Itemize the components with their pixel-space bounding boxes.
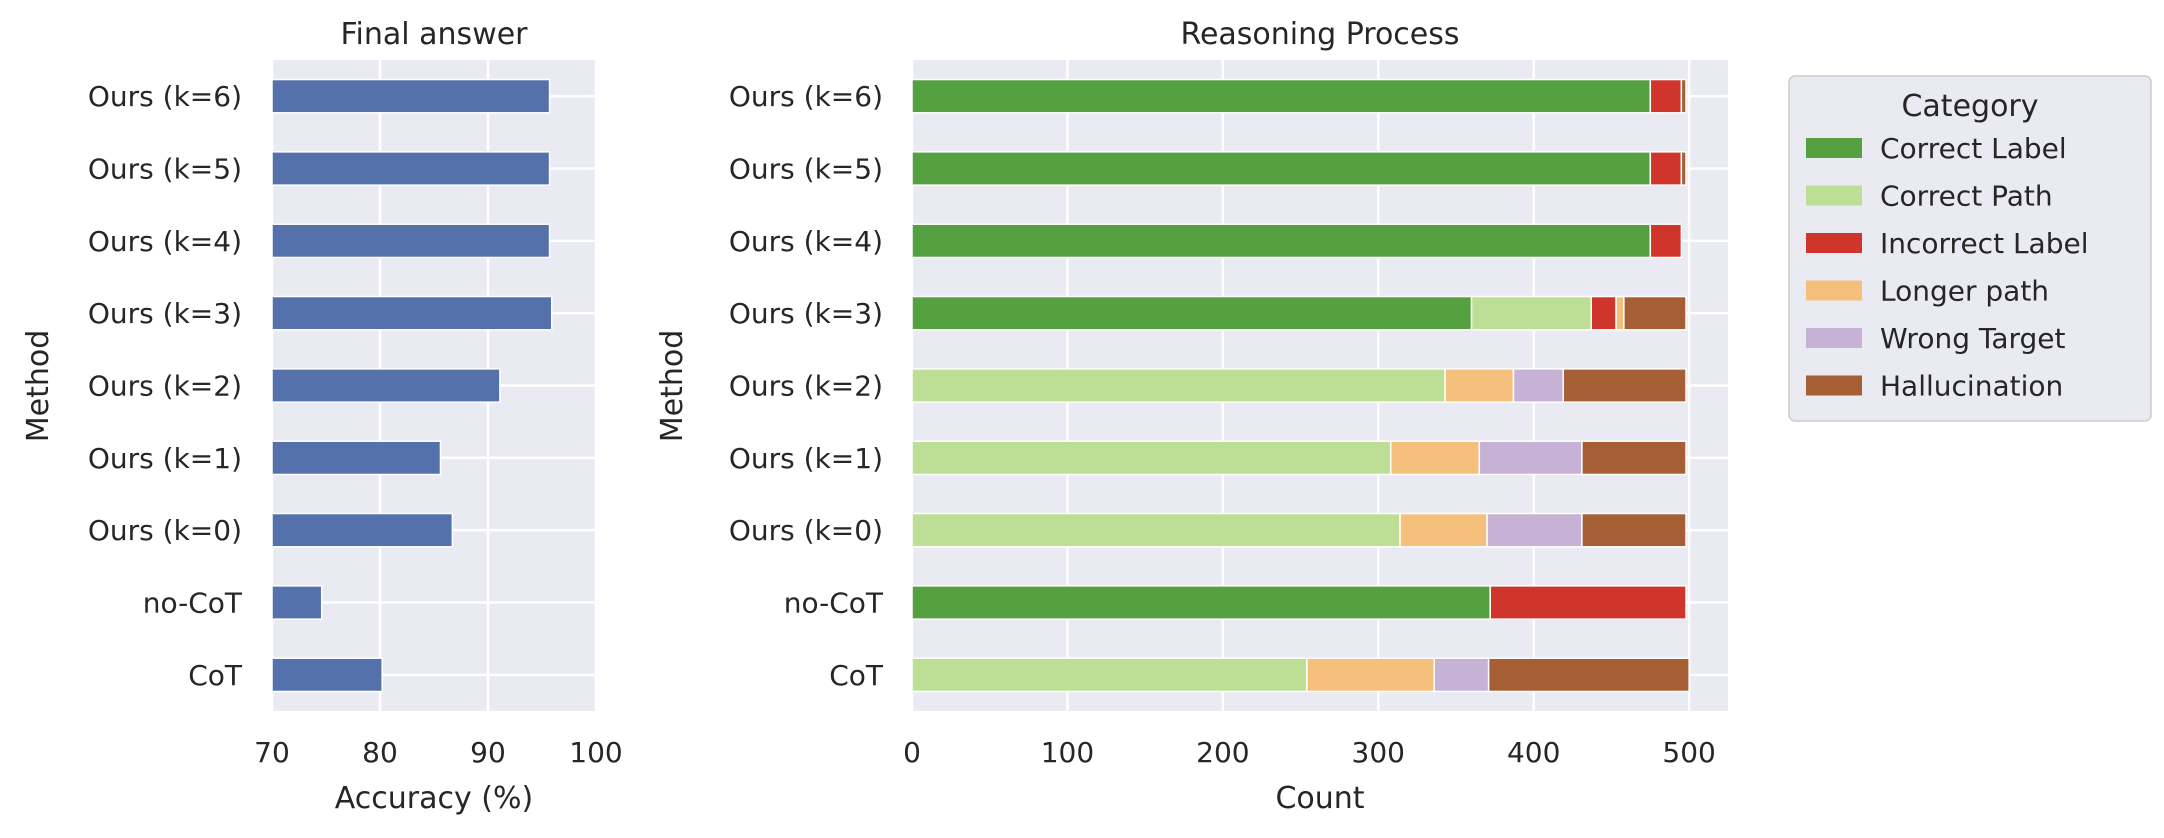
accuracy-bar bbox=[271, 440, 442, 476]
stacked-segment-correct-label bbox=[911, 223, 1652, 259]
stacked-segment-longer-path bbox=[1444, 368, 1515, 403]
legend-swatch bbox=[1806, 138, 1862, 158]
right-chart-title: Reasoning Process bbox=[1180, 17, 1459, 52]
stacked-segment-longer-path bbox=[1389, 440, 1481, 476]
y-tick-label: Ours (k=4) bbox=[88, 225, 242, 258]
legend: Category Correct Label Correct Path Incorr… bbox=[1788, 75, 2152, 422]
accuracy-bar bbox=[271, 585, 323, 620]
y-tick-label: no-CoT bbox=[143, 587, 243, 620]
stacked-segment-incorrect-label bbox=[1489, 585, 1687, 620]
stacked-segment-hallucination bbox=[1562, 368, 1687, 403]
stacked-segment-hallucination bbox=[1680, 151, 1687, 186]
y-tick-label: Ours (k=4) bbox=[729, 225, 883, 258]
left-chart-title: Final answer bbox=[340, 17, 528, 52]
legend-label: Hallucination bbox=[1880, 370, 2063, 403]
accuracy-bar bbox=[271, 295, 553, 331]
y-tick-label: Ours (k=0) bbox=[88, 514, 242, 547]
stacked-segment-correct-path bbox=[911, 368, 1446, 403]
accuracy-bar bbox=[271, 368, 501, 403]
y-tick-label: Ours (k=5) bbox=[88, 153, 242, 186]
stacked-segment-incorrect-label bbox=[1649, 151, 1683, 186]
legend-label: Correct Path bbox=[1880, 180, 2053, 213]
stacked-segment-wrong-target bbox=[1433, 657, 1490, 693]
stacked-segment-correct-label bbox=[911, 151, 1652, 186]
y-tick-label: Ours (k=1) bbox=[729, 442, 883, 475]
stacked-segment-wrong-target bbox=[1512, 368, 1564, 403]
y-tick-label: Ours (k=0) bbox=[729, 514, 883, 547]
stacked-segment-correct-path bbox=[911, 512, 1401, 548]
x-tick-label: 80 bbox=[362, 736, 398, 769]
stacked-segment-hallucination bbox=[1623, 295, 1687, 331]
left-y-axis-label: Method bbox=[21, 330, 56, 443]
stacked-segment-hallucination bbox=[1680, 78, 1687, 114]
legend-swatch bbox=[1806, 233, 1862, 253]
x-tick-label: 500 bbox=[1662, 736, 1715, 769]
stacked-segment-longer-path bbox=[1399, 512, 1488, 548]
legend-swatch bbox=[1806, 328, 1862, 348]
y-tick-label: Ours (k=1) bbox=[88, 442, 242, 475]
stacked-segment-longer-path bbox=[1306, 657, 1435, 693]
y-tick-label: Ours (k=5) bbox=[729, 153, 883, 186]
x-tick-label: 90 bbox=[470, 736, 506, 769]
right-x-axis-label: Count bbox=[1275, 781, 1364, 816]
x-tick-label: 100 bbox=[569, 736, 622, 769]
legend-box bbox=[1788, 75, 2152, 422]
stacked-segment-correct-label bbox=[911, 585, 1491, 620]
x-tick-label: 70 bbox=[254, 736, 290, 769]
stacked-segment-wrong-target bbox=[1486, 512, 1583, 548]
accuracy-bar bbox=[271, 223, 551, 259]
final-answer-chart: Final answer Accuracy (%) Method 70 80 90 1… bbox=[21, 17, 623, 816]
stacked-segment-incorrect-label bbox=[1649, 78, 1683, 114]
stacked-segment-correct-label bbox=[911, 295, 1473, 331]
x-tick-label: 300 bbox=[1352, 736, 1405, 769]
stacked-segment-incorrect-label bbox=[1649, 223, 1683, 259]
stacked-segment-correct-path bbox=[911, 440, 1392, 476]
legend-swatch bbox=[1806, 280, 1862, 301]
y-tick-label: no-CoT bbox=[784, 587, 884, 620]
y-tick-label: Ours (k=6) bbox=[729, 80, 883, 113]
stacked-segment-correct-label bbox=[911, 78, 1652, 114]
y-tick-label: CoT bbox=[188, 659, 243, 692]
accuracy-bar bbox=[271, 512, 454, 548]
stacked-segment-correct-path bbox=[911, 657, 1308, 693]
legend-label: Incorrect Label bbox=[1880, 227, 2088, 260]
accuracy-bar bbox=[271, 78, 551, 114]
left-x-axis-label: Accuracy (%) bbox=[335, 781, 533, 816]
stacked-segment-hallucination bbox=[1581, 440, 1687, 476]
y-tick-label: CoT bbox=[829, 659, 884, 692]
stacked-segment-hallucination bbox=[1487, 657, 1690, 693]
x-tick-label: 100 bbox=[1041, 736, 1094, 769]
legend-title: Category bbox=[1901, 89, 2038, 124]
x-tick-label: 200 bbox=[1196, 736, 1249, 769]
reasoning-process-chart: Reasoning Process Count Method 0 100 200 30… bbox=[655, 17, 1728, 816]
stacked-segment-wrong-target bbox=[1478, 440, 1583, 476]
legend-label: Longer path bbox=[1880, 275, 2049, 308]
stacked-segment-correct-path bbox=[1470, 295, 1592, 331]
accuracy-bar bbox=[271, 657, 383, 693]
y-tick-label: Ours (k=3) bbox=[729, 297, 883, 330]
legend-label: Correct Label bbox=[1880, 132, 2067, 165]
stacked-segment-incorrect-label bbox=[1590, 295, 1617, 331]
y-tick-label: Ours (k=3) bbox=[88, 297, 242, 330]
y-tick-label: Ours (k=6) bbox=[88, 80, 242, 113]
legend-label: Wrong Target bbox=[1880, 322, 2066, 355]
legend-swatch bbox=[1806, 185, 1862, 206]
x-tick-label: 400 bbox=[1507, 736, 1560, 769]
x-tick-label: 0 bbox=[903, 736, 921, 769]
stacked-segment-longer-path bbox=[1615, 295, 1625, 331]
accuracy-bar bbox=[271, 151, 551, 186]
y-tick-label: Ours (k=2) bbox=[88, 370, 242, 403]
legend-swatch bbox=[1806, 375, 1862, 396]
stacked-segment-hallucination bbox=[1581, 512, 1687, 548]
right-y-axis-label: Method bbox=[655, 330, 690, 443]
y-tick-label: Ours (k=2) bbox=[729, 370, 883, 403]
